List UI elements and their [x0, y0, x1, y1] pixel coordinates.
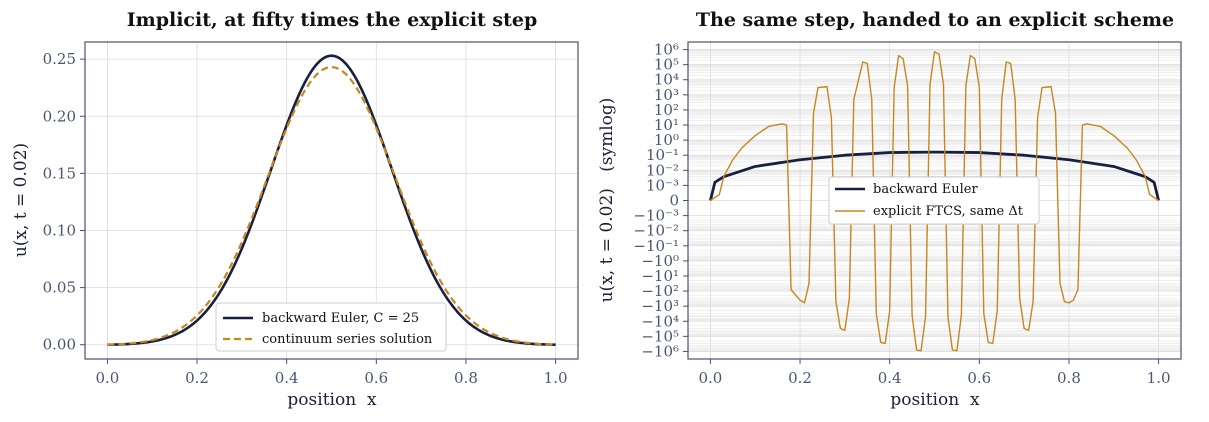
right-y-axis-label: u(x, t = 0.02) (symlog)	[597, 98, 617, 303]
left-y-tick-label: 0.05	[43, 279, 76, 297]
left-y-tick-label: 0.00	[43, 336, 76, 354]
right-x-tick-label: 0.0	[698, 369, 722, 387]
right-y-tick-label: 10⁻²	[646, 161, 679, 179]
right-y-tick-label: −10¹	[641, 267, 679, 285]
left-legend: backward Euler, C = 25 continuum series …	[215, 302, 447, 352]
right-x-tick-label: 0.8	[1057, 369, 1081, 387]
continuum-series-line	[107, 66, 556, 346]
right-x-tick-label: 0.2	[788, 369, 812, 387]
right-y-tick-label: 10²	[654, 101, 679, 119]
right-y-tick-label: 0	[669, 192, 679, 210]
left-x-tick-label: 0.4	[275, 369, 299, 387]
backward-euler-line	[107, 54, 556, 347]
explicit-ftcs-line	[710, 51, 1159, 352]
left-x-tick-label: 0.8	[454, 369, 478, 387]
left-legend-label-0: backward Euler, C = 25	[262, 311, 419, 326]
left-y-tick-label: 0.20	[43, 107, 76, 125]
right-y-tick-label: 10⁶	[654, 41, 679, 59]
right-y-tick-label: −10⁻²	[633, 222, 679, 240]
right-x-axis-label: position x	[890, 390, 980, 410]
left-y-tick-label: 0.15	[43, 164, 76, 182]
right-y-tick-label: −10²	[641, 282, 679, 300]
left-x-tick-label: 0.2	[185, 369, 209, 387]
right-x-ticks: 0.0 0.2 0.4 0.6 0.8 1.0	[698, 359, 1171, 387]
right-y-tick-label: 10⁻³	[646, 176, 679, 194]
left-x-ticks: 0.0 0.2 0.4 0.6 0.8 1.0	[95, 359, 568, 387]
left-x-tick-label: 1.0	[544, 369, 568, 387]
right-y-tick-label: 10⁴	[654, 71, 679, 89]
left-panel: Implicit, at fifty times the explicit st…	[11, 9, 579, 410]
right-panel: The same step, handed to an explicit sch…	[597, 9, 1182, 410]
right-y-tick-label: −10⁵	[641, 327, 679, 345]
right-x-tick-label: 0.6	[967, 369, 991, 387]
right-y-tick-label: −10⁻¹	[633, 237, 679, 255]
right-y-tick-label: 10³	[654, 86, 679, 104]
left-y-ticks: 0.00 0.05 0.10 0.15 0.20 0.25	[43, 50, 85, 354]
right-y-tick-label: 10⁻¹	[646, 146, 679, 164]
left-legend-box	[215, 302, 447, 352]
left-y-tick-label: 0.25	[43, 50, 76, 68]
left-chart-title: Implicit, at fifty times the explicit st…	[127, 9, 538, 31]
right-y-tick-label: 10¹	[654, 116, 679, 134]
right-legend: backward Euler explicit FTCS, same Δt	[828, 176, 1040, 225]
right-chart-title: The same step, handed to an explicit sch…	[696, 9, 1174, 31]
left-y-axis-label: u(x, t = 0.02)	[11, 143, 31, 257]
left-x-tick-label: 0.6	[364, 369, 388, 387]
right-y-ticks: −10⁶−10⁵−10⁴−10³−10²−10¹−10⁰−10⁻¹−10⁻²−1…	[633, 41, 688, 360]
right-x-tick-label: 0.4	[878, 369, 902, 387]
left-y-tick-label: 0.10	[43, 221, 76, 239]
right-y-tick-label: 10⁰	[654, 131, 679, 149]
right-series	[709, 51, 1160, 352]
left-series	[107, 54, 556, 347]
right-y-tick-label: −10⁴	[641, 312, 679, 330]
right-y-tick-label: −10⁶	[641, 342, 679, 360]
right-y-tick-label: −10⁰	[641, 252, 679, 270]
left-x-tick-label: 0.0	[95, 369, 119, 387]
left-plot-frame	[84, 41, 579, 360]
right-y-tick-label: 10⁵	[654, 56, 679, 74]
right-x-tick-label: 1.0	[1147, 369, 1171, 387]
right-y-tick-label: −10³	[641, 297, 679, 315]
right-legend-label-0: backward Euler	[873, 182, 978, 197]
left-legend-label-1: continuum series solution	[262, 332, 433, 347]
right-legend-box	[828, 176, 1040, 225]
left-grid	[85, 42, 578, 359]
right-y-tick-label: −10⁻³	[633, 207, 679, 225]
backward-euler-symlog-line	[709, 150, 1160, 201]
left-x-axis-label: position x	[287, 390, 377, 410]
right-legend-label-1: explicit FTCS, same Δt	[873, 204, 1024, 219]
